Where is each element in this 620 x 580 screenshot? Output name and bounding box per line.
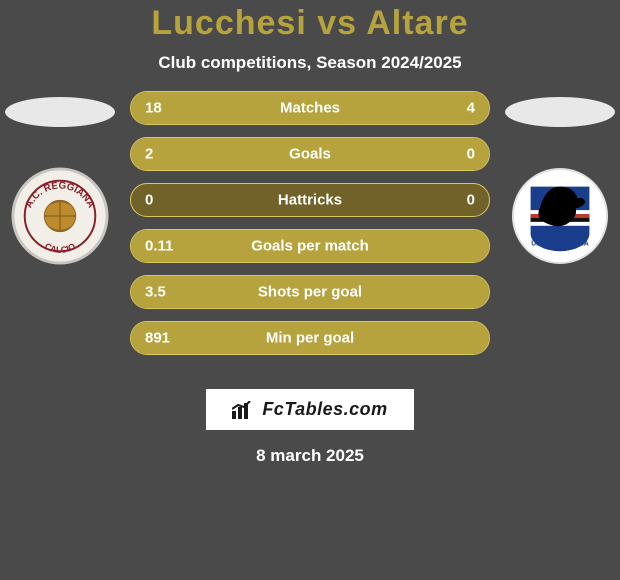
stat-label: Goals per match <box>251 238 369 255</box>
stat-value-left: 3.5 <box>145 284 166 301</box>
stat-label: Matches <box>280 100 340 117</box>
bar-chart-icon <box>232 401 254 419</box>
stat-label: Hattricks <box>278 192 342 209</box>
comparison-body: A.C. REGGIANA CALCIO <box>0 91 620 371</box>
reggiana-crest-icon: A.C. REGGIANA CALCIO <box>11 167 109 265</box>
stat-row: 3.5 Shots per goal <box>130 275 490 309</box>
player-right-column: U.C. SAMPDORIA <box>500 91 620 371</box>
stat-value-right: 0 <box>467 146 475 163</box>
stat-row: 18 Matches 4 <box>130 91 490 125</box>
stat-value-right: 0 <box>467 192 475 209</box>
stat-row: 2 Goals 0 <box>130 137 490 171</box>
stat-value-right: 4 <box>467 100 475 117</box>
stat-row: 0.11 Goals per match <box>130 229 490 263</box>
club-badge-right: U.C. SAMPDORIA <box>511 167 609 265</box>
svg-text:U.C. SAMPDORIA: U.C. SAMPDORIA <box>531 240 589 247</box>
stat-value-left: 0 <box>145 192 153 209</box>
stat-row: 0 Hattricks 0 <box>130 183 490 217</box>
stat-value-left: 18 <box>145 100 162 117</box>
stat-value-left: 2 <box>145 146 153 163</box>
player-left-placeholder <box>5 97 115 127</box>
stat-value-left: 0.11 <box>145 238 173 255</box>
stat-fill-right <box>425 92 489 124</box>
stat-fill-left <box>131 92 425 124</box>
brand-badge: FcTables.com <box>206 389 413 430</box>
stat-row: 891 Min per goal <box>130 321 490 355</box>
sampdoria-crest-icon: U.C. SAMPDORIA <box>511 167 609 265</box>
comparison-card: Lucchesi vs Altare Club competitions, Se… <box>0 0 620 466</box>
page-title: Lucchesi vs Altare <box>0 4 620 43</box>
date-text: 8 march 2025 <box>256 446 364 466</box>
stat-label: Goals <box>289 146 331 163</box>
footer: FcTables.com 8 march 2025 <box>0 389 620 466</box>
stat-rows-container: 18 Matches 4 2 Goals 0 0 Hattricks 0 0.11 Goals pe… <box>130 91 490 355</box>
stat-label: Shots per goal <box>258 284 362 301</box>
page-subtitle: Club competitions, Season 2024/2025 <box>0 53 620 73</box>
player-right-placeholder <box>505 97 615 127</box>
club-badge-left: A.C. REGGIANA CALCIO <box>11 167 109 265</box>
brand-text: FcTables.com <box>262 399 387 420</box>
stat-label: Min per goal <box>266 330 354 347</box>
stat-value-left: 891 <box>145 330 170 347</box>
player-left-column: A.C. REGGIANA CALCIO <box>0 91 120 371</box>
